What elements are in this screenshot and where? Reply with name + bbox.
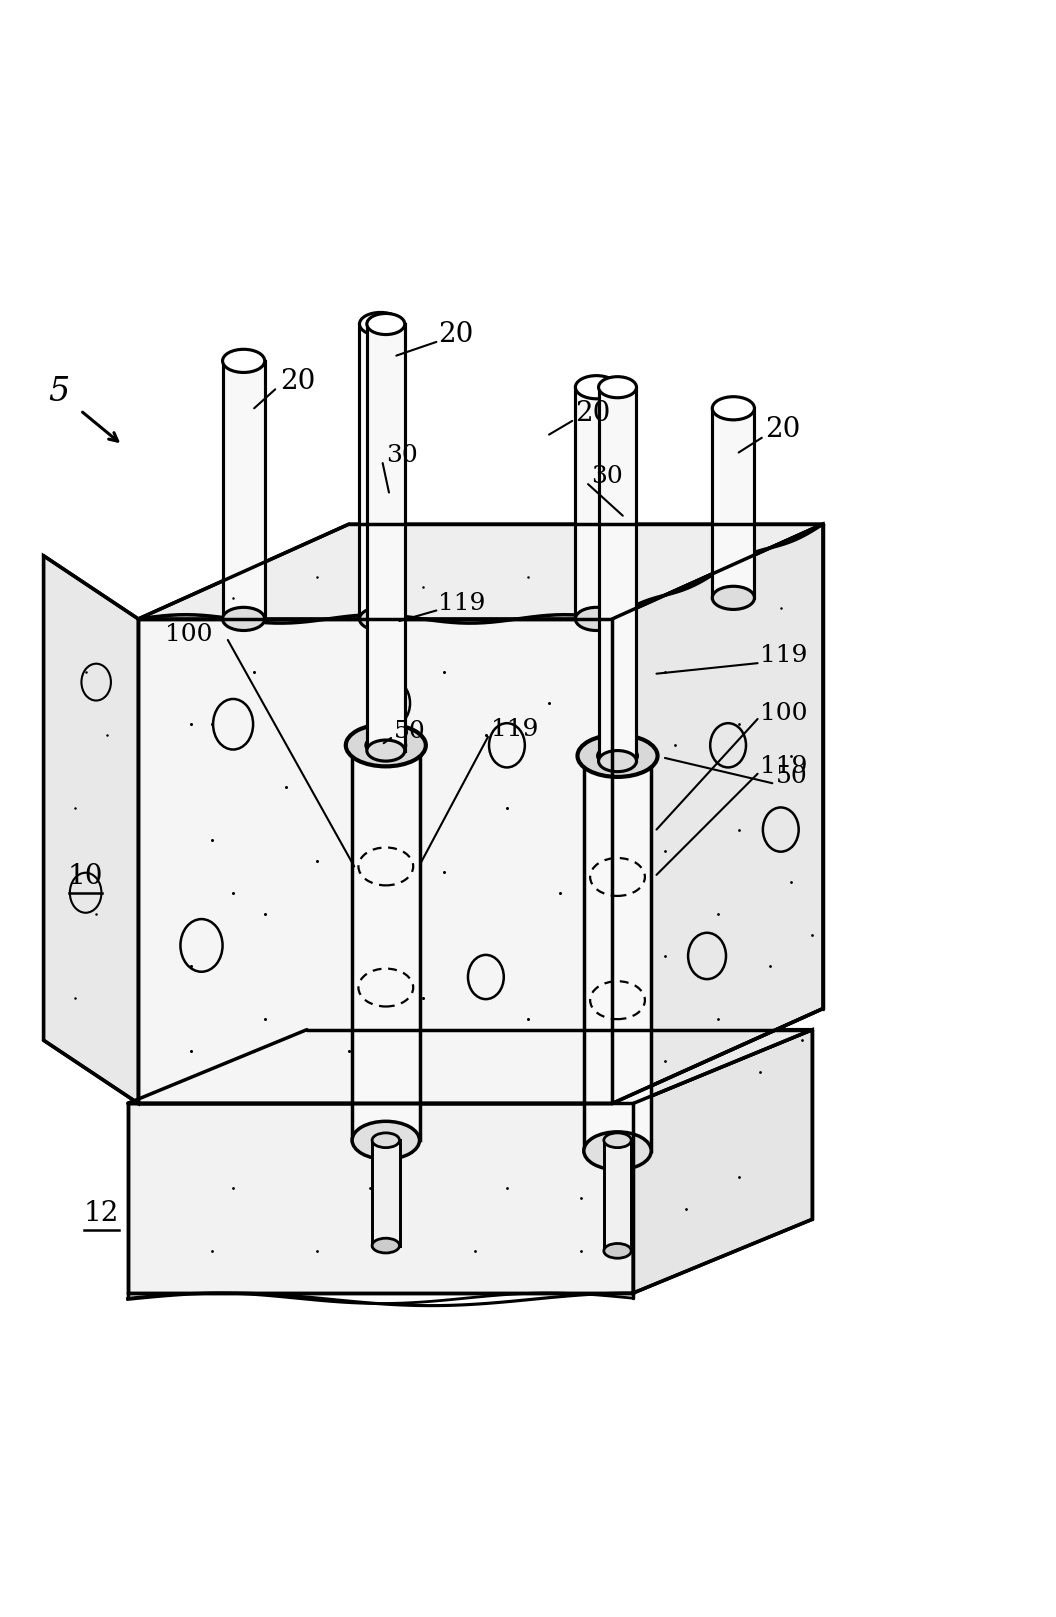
- Polygon shape: [576, 386, 618, 619]
- Polygon shape: [372, 1140, 399, 1245]
- Ellipse shape: [599, 377, 637, 398]
- Polygon shape: [612, 524, 823, 1103]
- Polygon shape: [359, 323, 401, 619]
- Polygon shape: [713, 407, 754, 598]
- Ellipse shape: [576, 375, 618, 399]
- Polygon shape: [599, 386, 637, 762]
- Ellipse shape: [584, 1132, 652, 1169]
- Text: 119: 119: [759, 644, 807, 668]
- Text: 5: 5: [49, 377, 70, 409]
- Ellipse shape: [599, 750, 637, 771]
- Polygon shape: [604, 1140, 631, 1252]
- Ellipse shape: [352, 726, 419, 765]
- Ellipse shape: [345, 724, 426, 766]
- Text: 10: 10: [68, 863, 103, 891]
- Polygon shape: [352, 745, 419, 1140]
- Ellipse shape: [223, 349, 265, 372]
- Polygon shape: [138, 619, 612, 1103]
- Ellipse shape: [713, 396, 754, 420]
- Polygon shape: [138, 524, 823, 619]
- Ellipse shape: [365, 734, 406, 755]
- Ellipse shape: [352, 1121, 419, 1159]
- Polygon shape: [223, 361, 265, 619]
- Polygon shape: [128, 1103, 634, 1294]
- Polygon shape: [43, 556, 138, 1103]
- Ellipse shape: [359, 608, 401, 631]
- Text: 119: 119: [438, 592, 486, 614]
- Text: 50: 50: [775, 765, 807, 789]
- Polygon shape: [634, 1030, 812, 1294]
- Polygon shape: [584, 755, 652, 1151]
- Text: 30: 30: [591, 466, 623, 488]
- Ellipse shape: [604, 1134, 631, 1148]
- Ellipse shape: [578, 734, 658, 776]
- Text: 12: 12: [83, 1200, 119, 1227]
- Ellipse shape: [604, 1243, 631, 1258]
- Ellipse shape: [372, 1239, 399, 1253]
- Ellipse shape: [366, 741, 404, 762]
- Polygon shape: [128, 1030, 812, 1103]
- Ellipse shape: [576, 608, 618, 631]
- Ellipse shape: [359, 312, 401, 336]
- Text: 20: 20: [281, 369, 316, 396]
- Ellipse shape: [372, 1134, 399, 1148]
- Ellipse shape: [366, 314, 404, 335]
- Text: 100: 100: [165, 623, 212, 647]
- Ellipse shape: [598, 745, 638, 766]
- Text: 20: 20: [438, 322, 474, 348]
- Text: 50: 50: [394, 720, 426, 744]
- Text: 119: 119: [759, 755, 807, 778]
- Text: 119: 119: [491, 718, 539, 741]
- Polygon shape: [366, 323, 404, 750]
- Text: 100: 100: [759, 702, 807, 724]
- Text: 20: 20: [765, 416, 800, 443]
- Ellipse shape: [713, 587, 754, 610]
- Ellipse shape: [223, 608, 265, 631]
- Text: 20: 20: [576, 399, 610, 427]
- Ellipse shape: [584, 737, 652, 775]
- Text: 30: 30: [385, 445, 417, 467]
